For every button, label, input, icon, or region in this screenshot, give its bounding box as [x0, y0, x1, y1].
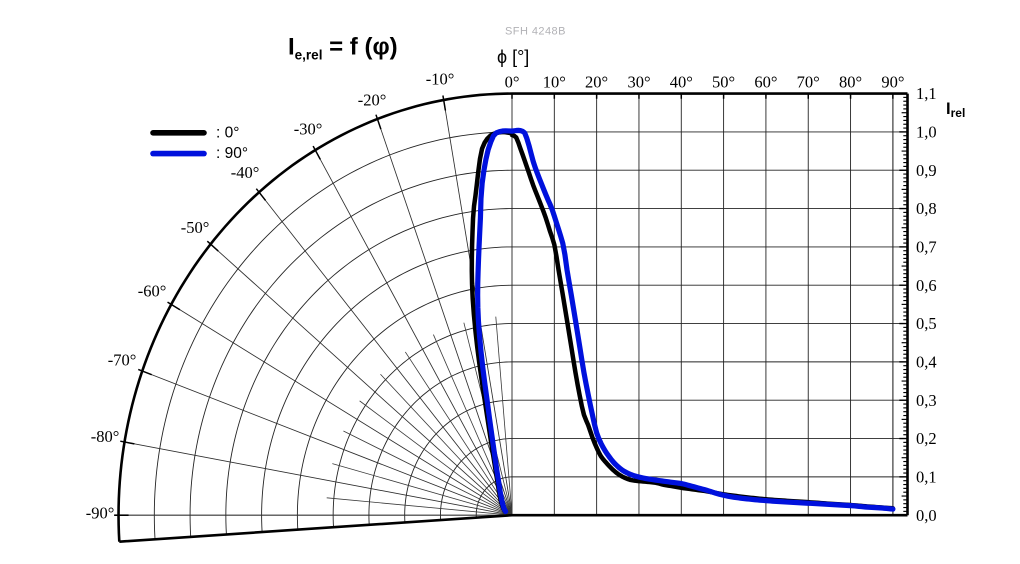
svg-text:-30°: -30° [294, 120, 323, 139]
svg-text:0,1: 0,1 [916, 468, 937, 487]
svg-text:-70°: -70° [108, 351, 137, 370]
svg-text:-80°: -80° [91, 427, 120, 446]
svg-text:1,1: 1,1 [916, 84, 937, 103]
svg-text:ϕ [°]: ϕ [°] [497, 47, 529, 67]
svg-text:0,0: 0,0 [916, 506, 937, 525]
svg-text:: 0°: : 0° [216, 125, 239, 142]
svg-text:-50°: -50° [181, 218, 210, 237]
svg-text:20°: 20° [585, 73, 608, 92]
svg-text:0,7: 0,7 [916, 238, 937, 257]
svg-text:0,5: 0,5 [916, 314, 937, 333]
svg-text:0,4: 0,4 [916, 353, 937, 372]
svg-text:0,8: 0,8 [916, 199, 937, 218]
svg-text:-60°: -60° [138, 281, 167, 300]
svg-text:0,6: 0,6 [916, 276, 937, 295]
svg-text:30°: 30° [627, 73, 650, 92]
svg-text:0,2: 0,2 [916, 429, 937, 448]
svg-text:70°: 70° [797, 73, 820, 92]
svg-text:50°: 50° [712, 73, 735, 92]
svg-text:0°: 0° [505, 73, 520, 92]
svg-text:60°: 60° [754, 73, 777, 92]
svg-text:10°: 10° [543, 73, 566, 92]
svg-text:: 90°: : 90° [216, 145, 248, 162]
svg-text:1,0: 1,0 [916, 123, 937, 142]
svg-text:-20°: -20° [358, 91, 387, 110]
svg-text:80°: 80° [839, 73, 862, 92]
svg-text:0,9: 0,9 [916, 161, 937, 180]
svg-text:-10°: -10° [426, 70, 455, 89]
svg-text:-40°: -40° [231, 163, 260, 182]
svg-text:0,3: 0,3 [916, 391, 937, 410]
svg-text:-90°: -90° [86, 504, 115, 523]
svg-text:90°: 90° [881, 73, 904, 92]
svg-text:SFH 4248B: SFH 4248B [505, 25, 566, 37]
svg-text:40°: 40° [670, 73, 693, 92]
